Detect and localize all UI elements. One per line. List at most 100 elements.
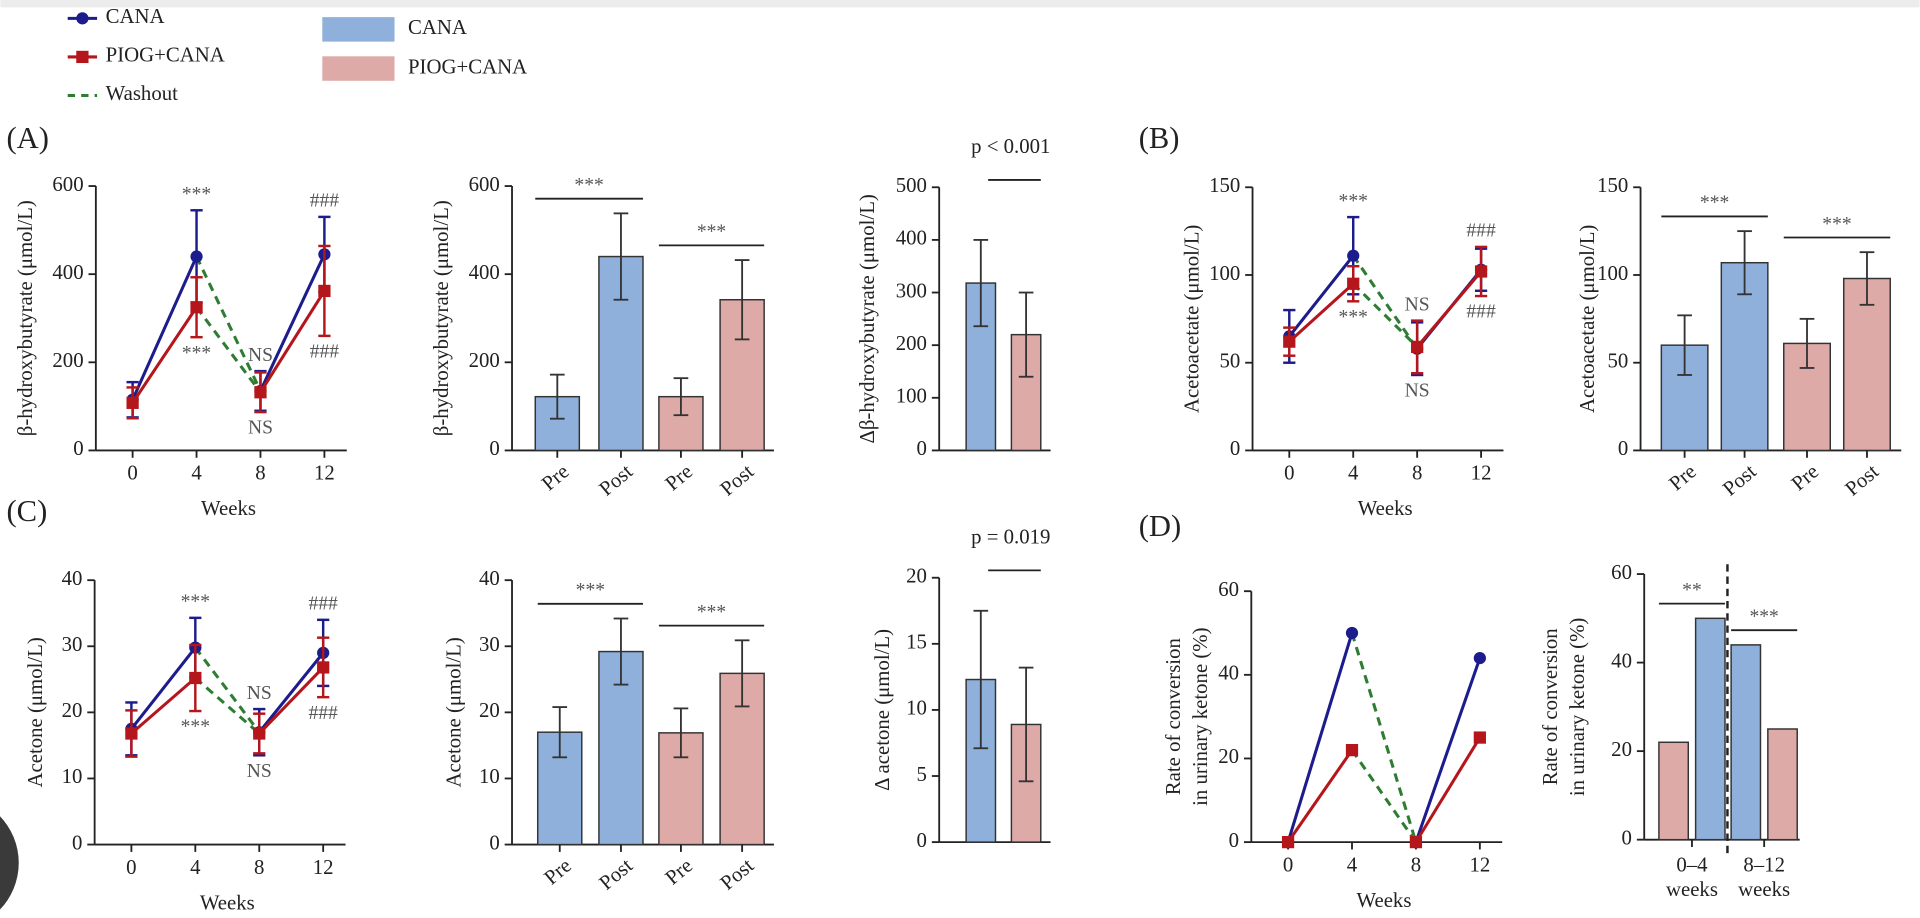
y-tick-label: 100 xyxy=(1597,262,1628,285)
y-tick-label: 400 xyxy=(52,261,83,284)
y-tick-label: 30 xyxy=(479,633,500,656)
x-tick-label: Post xyxy=(1841,460,1883,501)
x-tick-label: Post xyxy=(716,460,758,501)
y-tick-label: 20 xyxy=(906,564,927,587)
x-tick-label: 8 xyxy=(254,856,264,879)
group-label: weeks xyxy=(1738,878,1790,901)
washout-segment xyxy=(1351,254,1419,350)
washout-segment xyxy=(195,255,262,392)
line-segment xyxy=(258,666,325,735)
line-segment xyxy=(1288,254,1355,338)
bar xyxy=(1842,277,1891,452)
x-tick-label: Post xyxy=(595,854,637,895)
y-tick-label: 0 xyxy=(917,437,927,460)
legend-label: PIOG+CANA xyxy=(408,55,527,78)
y-tick-label: 200 xyxy=(896,332,927,355)
x-tick-label: 4 xyxy=(190,856,201,879)
line-segment xyxy=(1414,657,1482,843)
y-tick-label: 500 xyxy=(896,174,927,197)
legend-label: CANA xyxy=(106,5,165,28)
legend-label: CANA xyxy=(408,16,467,39)
bracket-label: *** xyxy=(574,175,603,196)
y-tick-label: 0 xyxy=(1229,829,1239,852)
washout-segment xyxy=(195,306,262,394)
y-tick-label: 40 xyxy=(479,567,500,590)
washout-segment xyxy=(1350,632,1418,843)
group-label: 8–12 xyxy=(1743,853,1785,876)
y-axis-label: Δ acetone (μmol/L) xyxy=(871,629,894,791)
overlay-circle xyxy=(0,816,19,910)
bracket-label: *** xyxy=(576,580,605,601)
panel-label: (B) xyxy=(1139,121,1180,155)
top-strip xyxy=(0,0,1920,8)
group-label: 0–4 xyxy=(1676,853,1708,876)
y-tick-label: 0 xyxy=(1622,826,1632,849)
annotation: ### xyxy=(1466,221,1496,242)
annotation: NS xyxy=(1405,294,1430,315)
x-tick-label: 8 xyxy=(1412,462,1422,485)
bar xyxy=(1694,617,1726,841)
panel-label: (A) xyxy=(7,121,49,155)
marker xyxy=(190,301,203,314)
bracket-label: ** xyxy=(1682,580,1702,601)
marker xyxy=(317,661,330,674)
y-axis-label: Rate of conversion xyxy=(1162,638,1185,796)
bar xyxy=(1730,644,1762,841)
line-segment xyxy=(130,676,197,735)
annotation: ### xyxy=(308,594,338,615)
marker xyxy=(1281,835,1295,849)
y-tick-label: 20 xyxy=(479,699,500,722)
annotation: ### xyxy=(308,703,338,724)
line-segment xyxy=(131,255,198,401)
y-tick-label: 40 xyxy=(62,567,83,590)
y-axis-label: in urinary ketone (%) xyxy=(1566,618,1589,797)
y-tick-label: 100 xyxy=(896,385,927,408)
x-tick-label: 12 xyxy=(314,462,335,485)
x-tick-label: 4 xyxy=(1347,853,1358,876)
y-tick-label: 150 xyxy=(1597,174,1628,197)
y-tick-label: 0 xyxy=(73,437,83,460)
y-axis-label: Rate of conversion xyxy=(1539,628,1562,786)
p-value: p = 0.019 xyxy=(971,525,1050,548)
y-axis-label: Acetone (μmol/L) xyxy=(442,637,465,787)
y-axis-label: β-hydroxybutyrate (μmol/L) xyxy=(430,200,453,436)
legend-label: Washout xyxy=(106,82,178,105)
bracket-label: *** xyxy=(1700,193,1729,214)
washout-segment xyxy=(194,646,261,734)
y-axis-label: in urinary ketone (%) xyxy=(1189,627,1212,806)
marker xyxy=(76,50,89,64)
y-axis-label: Δβ-hydroxybutyrate (μmol/L) xyxy=(856,194,879,443)
y-tick-label: 150 xyxy=(1209,174,1240,197)
y-tick-label: 5 xyxy=(917,763,927,786)
x-tick-label: 0 xyxy=(1283,853,1293,876)
x-tick-label: 4 xyxy=(191,462,202,485)
panel-label: (C) xyxy=(7,494,48,528)
x-tick-label: 12 xyxy=(313,856,334,879)
y-tick-label: 40 xyxy=(1218,662,1239,685)
marker xyxy=(1345,743,1359,757)
x-tick-label: 0 xyxy=(1284,462,1294,485)
y-tick-label: 0 xyxy=(1230,437,1240,460)
marker xyxy=(1347,249,1360,262)
marker xyxy=(190,250,203,263)
x-axis-label: Weeks xyxy=(200,891,255,914)
x-tick-label: 12 xyxy=(1469,853,1490,876)
y-axis-label: Acetoacetate (μmol/L) xyxy=(1181,225,1204,413)
annotation: *** xyxy=(181,717,210,738)
x-tick-label: 12 xyxy=(1471,462,1492,485)
marker xyxy=(1409,835,1423,849)
marker xyxy=(253,727,266,740)
marker xyxy=(1474,265,1488,278)
panel-label: (D) xyxy=(1139,509,1181,543)
annotation: *** xyxy=(1339,191,1368,212)
x-axis-label: Weeks xyxy=(1357,889,1412,912)
bar xyxy=(1660,344,1709,452)
marker xyxy=(1283,335,1296,348)
marker xyxy=(76,12,89,25)
bar xyxy=(1767,728,1798,841)
x-axis-label: Weeks xyxy=(201,497,256,520)
annotation: NS xyxy=(248,345,273,366)
y-tick-label: 60 xyxy=(1218,578,1239,601)
x-tick-label: Pre xyxy=(537,460,573,495)
y-tick-label: 20 xyxy=(62,699,83,722)
